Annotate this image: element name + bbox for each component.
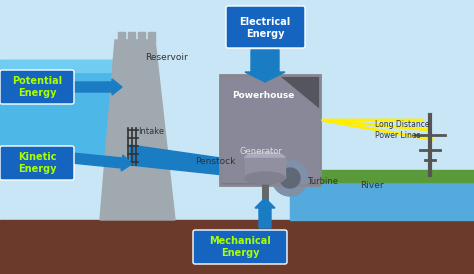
Bar — [300, 170, 474, 182]
FancyBboxPatch shape — [0, 70, 74, 104]
Circle shape — [272, 160, 308, 196]
Polygon shape — [0, 220, 474, 274]
Text: Potential
Energy: Potential Energy — [12, 76, 62, 98]
Bar — [128, 32, 135, 42]
Bar — [138, 32, 145, 42]
Text: Penstock: Penstock — [195, 158, 236, 167]
Bar — [148, 32, 155, 42]
Bar — [220, 75, 320, 185]
Text: Kinetic
Energy: Kinetic Energy — [18, 152, 56, 174]
Ellipse shape — [245, 152, 285, 164]
FancyArrow shape — [72, 79, 122, 95]
Text: Turbine: Turbine — [307, 178, 338, 187]
FancyBboxPatch shape — [226, 6, 305, 48]
Text: River: River — [360, 181, 383, 190]
FancyArrow shape — [72, 153, 132, 171]
Bar — [220, 75, 320, 185]
Polygon shape — [130, 145, 290, 182]
Text: Electrical
Energy: Electrical Energy — [239, 17, 291, 39]
FancyArrow shape — [255, 198, 275, 228]
Text: Mechanical
Energy: Mechanical Energy — [209, 236, 271, 258]
Bar — [118, 32, 125, 42]
Text: Generator: Generator — [240, 147, 283, 156]
Polygon shape — [100, 40, 175, 220]
FancyArrow shape — [245, 50, 285, 82]
Polygon shape — [0, 60, 130, 72]
Text: Long Distance
Power Lines: Long Distance Power Lines — [375, 120, 429, 140]
Polygon shape — [0, 60, 130, 160]
Polygon shape — [222, 77, 320, 183]
Bar — [245, 158, 285, 178]
Text: Intake: Intake — [138, 127, 164, 136]
FancyBboxPatch shape — [0, 146, 74, 180]
Text: Powerhouse: Powerhouse — [232, 90, 294, 99]
Circle shape — [280, 168, 300, 188]
FancyBboxPatch shape — [193, 230, 287, 264]
Polygon shape — [290, 175, 474, 220]
Text: Reservoir: Reservoir — [145, 53, 188, 62]
Ellipse shape — [245, 172, 285, 184]
